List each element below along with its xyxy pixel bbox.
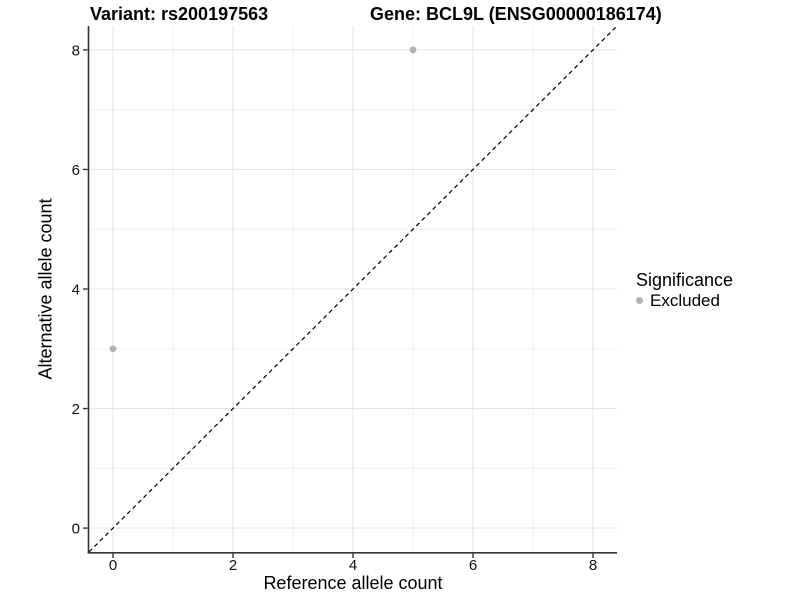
legend-title: Significance [636, 270, 734, 290]
legend-item-label: Excluded [650, 291, 720, 310]
identity-line [88, 25, 618, 553]
x-tick-label: 0 [109, 557, 117, 574]
x-tick-label: 6 [469, 557, 477, 574]
y-tick-label: 6 [72, 162, 80, 179]
y-tick-label: 8 [72, 42, 80, 59]
plot-title-gene: Gene: BCL9L (ENSG00000186174) [370, 4, 662, 24]
data-point [109, 345, 117, 353]
plot-title-variant: Variant: rs200197563 [90, 4, 269, 24]
legend-item-excluded: Excluded [636, 292, 733, 309]
y-axis-title: Alternative allele count [35, 198, 56, 380]
data-point [409, 46, 417, 54]
y-tick-label: 0 [72, 521, 80, 538]
x-axis-title: Reference allele count [263, 573, 443, 593]
legend: Significance Excluded [636, 270, 734, 309]
x-tick-label: 8 [589, 557, 597, 574]
x-tick-label: 4 [349, 557, 357, 574]
legend-key-dot [636, 297, 643, 304]
y-tick-label: 2 [72, 401, 80, 418]
y-tick-label: 4 [72, 282, 80, 299]
x-tick-label: 2 [229, 557, 237, 574]
